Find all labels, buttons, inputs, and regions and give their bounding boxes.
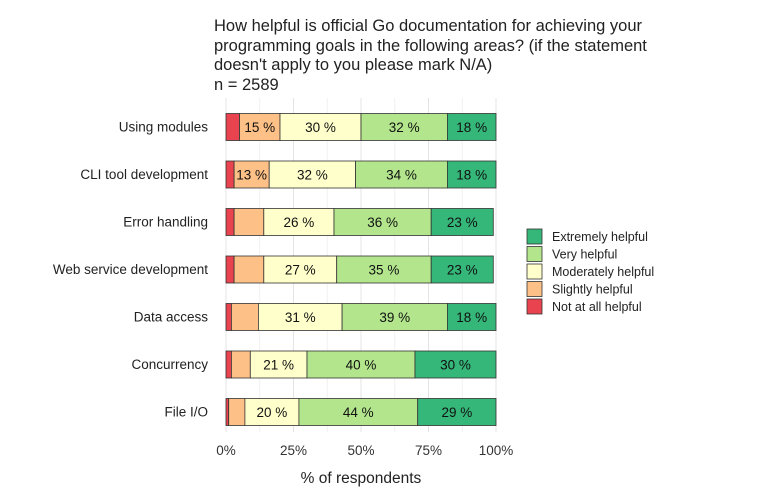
legend-label: Moderately helpful [552, 265, 654, 279]
data-label: 30 % [305, 120, 336, 135]
bar-segment [225, 350, 232, 379]
legend-swatch [526, 228, 543, 245]
data-label: 32 % [297, 168, 328, 183]
data-label: 39 % [379, 310, 410, 325]
data-label: 40 % [346, 358, 377, 373]
bar-segment [225, 208, 235, 236]
bar-segment [446, 113, 497, 141]
data-label: 20 % [257, 405, 288, 420]
data-label: 18 % [456, 120, 487, 135]
bar-segment [446, 303, 497, 331]
bar-segment [430, 208, 494, 236]
bar-segment [430, 255, 494, 284]
data-label: 30 % [440, 358, 471, 373]
category-label: File I/O [164, 405, 208, 420]
x-axis-label: % of respondents [301, 470, 422, 487]
chart-subtitle: n = 2589 [214, 76, 279, 94]
category-label: Web service development [53, 262, 208, 277]
bar-segment [228, 398, 246, 426]
bar-segment [268, 160, 357, 189]
bar-segment [230, 350, 251, 379]
bar-segment [225, 255, 235, 284]
bar-segment [249, 350, 308, 379]
bar-segment [355, 160, 448, 189]
legend-swatch [526, 281, 543, 297]
legend-swatch [526, 246, 543, 262]
bar-segment [233, 160, 270, 189]
bar-segment [239, 113, 281, 141]
bar-segment [333, 208, 432, 236]
category-label: Error handling [123, 215, 208, 230]
legend-label: Very helpful [552, 248, 617, 262]
bar-segment [263, 255, 338, 284]
chart-title: How helpful is official Go documentation… [214, 17, 647, 94]
legend: Extremely helpful Very helpful Moderately … [526, 228, 654, 315]
data-label: 21 % [263, 358, 294, 373]
data-label: 26 % [284, 215, 315, 230]
data-label: 23 % [447, 263, 478, 278]
x-tick-label: 25% [280, 443, 307, 458]
data-label: 23 % [447, 215, 478, 230]
data-label: 27 % [285, 263, 316, 278]
legend-swatch [526, 298, 543, 315]
chart-title-line: doesn't apply to you please mark N/A) [214, 56, 492, 74]
data-label: 18 % [456, 310, 487, 325]
bar-segment [417, 398, 497, 426]
x-tick-label: 0% [216, 443, 236, 458]
bar-segment [225, 160, 235, 189]
data-label: 34 % [386, 168, 417, 183]
x-tick-label: 100% [479, 443, 514, 458]
bars-layer: 15 % 30 % 32 % 18 % 13 % 32 % 34 % 18 % 26 % 36 %… [225, 113, 497, 426]
bar-segment [230, 303, 259, 331]
bar-segment [360, 113, 448, 141]
data-label: 35 % [369, 263, 400, 278]
data-label: 18 % [456, 168, 487, 183]
category-label: Concurrency [131, 357, 208, 372]
bar-segment [225, 113, 240, 141]
data-label: 36 % [367, 215, 398, 230]
bar-segment [341, 303, 448, 331]
data-label: 15 % [244, 120, 275, 135]
category-label: Using modules [119, 120, 209, 135]
bar-segment [263, 208, 335, 236]
x-axis: 0% 25% 50% 75% 100% [216, 443, 513, 458]
legend-label: Slightly helpful [552, 283, 633, 297]
data-label: 13 % [236, 168, 267, 183]
bar-segment [336, 255, 432, 284]
bar-segment [446, 160, 497, 189]
data-label: 44 % [343, 405, 374, 420]
x-tick-label: 50% [347, 443, 374, 458]
chart-title-line: programming goals in the following areas… [214, 37, 647, 55]
chart-title-line: How helpful is official Go documentation… [214, 17, 643, 35]
category-axis: Using modules CLI tool development Error h… [53, 120, 208, 420]
legend-label: Not at all helpful [552, 300, 642, 314]
bar-segment [233, 208, 265, 236]
bar-segment [233, 255, 265, 284]
legend-label: Extremely helpful [552, 230, 648, 244]
legend-swatch [526, 263, 543, 280]
data-label: 29 % [441, 405, 472, 420]
bar-segment [225, 303, 232, 331]
bar-segment [225, 398, 230, 426]
category-label: CLI tool development [80, 167, 208, 182]
category-label: Data access [134, 310, 209, 325]
data-label: 32 % [389, 120, 420, 135]
x-tick-label: 75% [415, 443, 442, 458]
bar-segment [414, 350, 497, 379]
bar-segment [298, 398, 419, 426]
data-label: 31 % [285, 310, 316, 325]
